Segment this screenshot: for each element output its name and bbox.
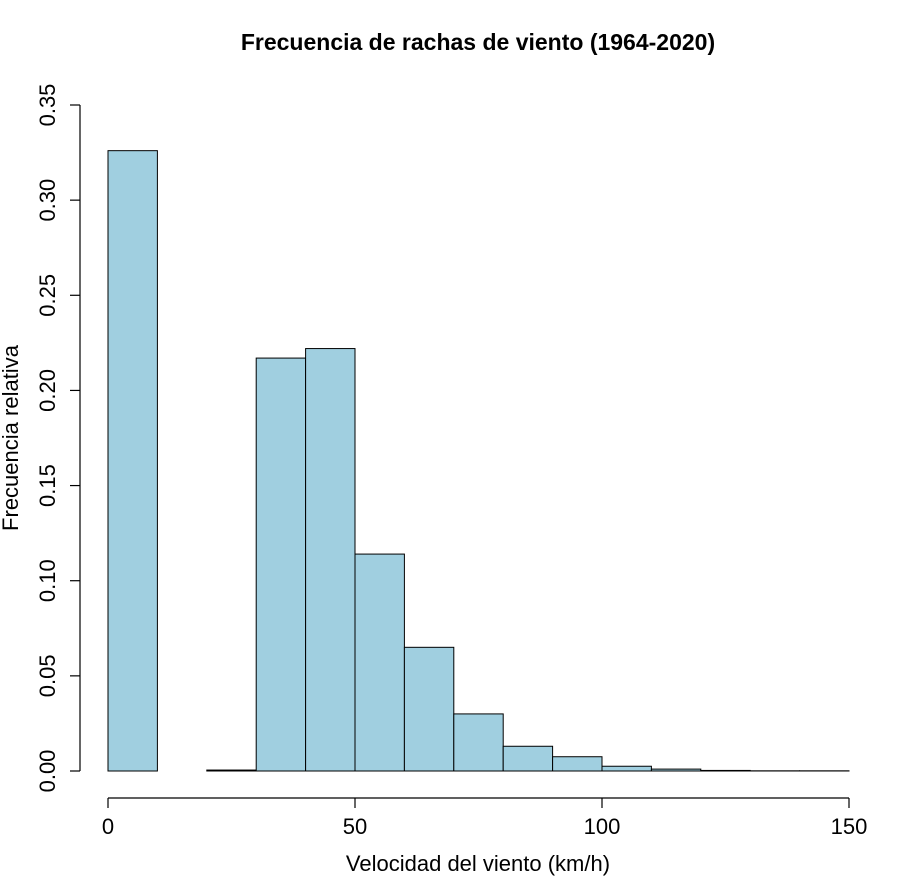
y-tick-label: 0.10 <box>35 559 60 602</box>
histogram-bar-20-30 <box>206 769 257 772</box>
y-axis-label: Frecuencia relativa <box>0 344 23 531</box>
y-tick-label: 0.05 <box>35 654 60 697</box>
y-tick-label: 0.00 <box>35 750 60 793</box>
chart-title: Frecuencia de rachas de viento (1964-202… <box>241 29 715 55</box>
histogram-bar-80-90 <box>502 745 554 772</box>
histogram-bar-120-130 <box>700 769 751 772</box>
bars-group <box>107 150 850 772</box>
histogram-bar-70-80 <box>453 713 504 772</box>
histogram-bar-0-10 <box>107 150 158 772</box>
histogram-bar-110-120 <box>650 768 702 772</box>
y-tick-label: 0.15 <box>35 464 60 507</box>
x-axis-label: Velocidad del viento (km/h) <box>346 851 610 876</box>
x-tick-label: 0 <box>102 814 114 839</box>
y-tick-label: 0.25 <box>35 274 60 317</box>
histogram-bar-60-70 <box>403 646 455 772</box>
histogram-bar-30-40 <box>255 357 307 772</box>
y-axis: 0.00 0.05 0.10 0.15 0.20 0.25 0.30 0.35 <box>35 84 81 793</box>
x-tick-label: 100 <box>584 814 621 839</box>
y-tick-label: 0.30 <box>35 179 60 222</box>
y-tick-label: 0.35 <box>35 84 60 127</box>
x-axis: 0 50 100 150 <box>102 797 868 839</box>
histogram-bar-100-110 <box>601 765 652 772</box>
histogram-bar-50-60 <box>354 553 405 772</box>
x-tick-label: 150 <box>831 814 868 839</box>
x-tick-label: 50 <box>343 814 367 839</box>
histogram-bar-40-50 <box>305 348 356 772</box>
histogram-bar-90-100 <box>552 756 603 772</box>
y-tick-label: 0.20 <box>35 369 60 412</box>
